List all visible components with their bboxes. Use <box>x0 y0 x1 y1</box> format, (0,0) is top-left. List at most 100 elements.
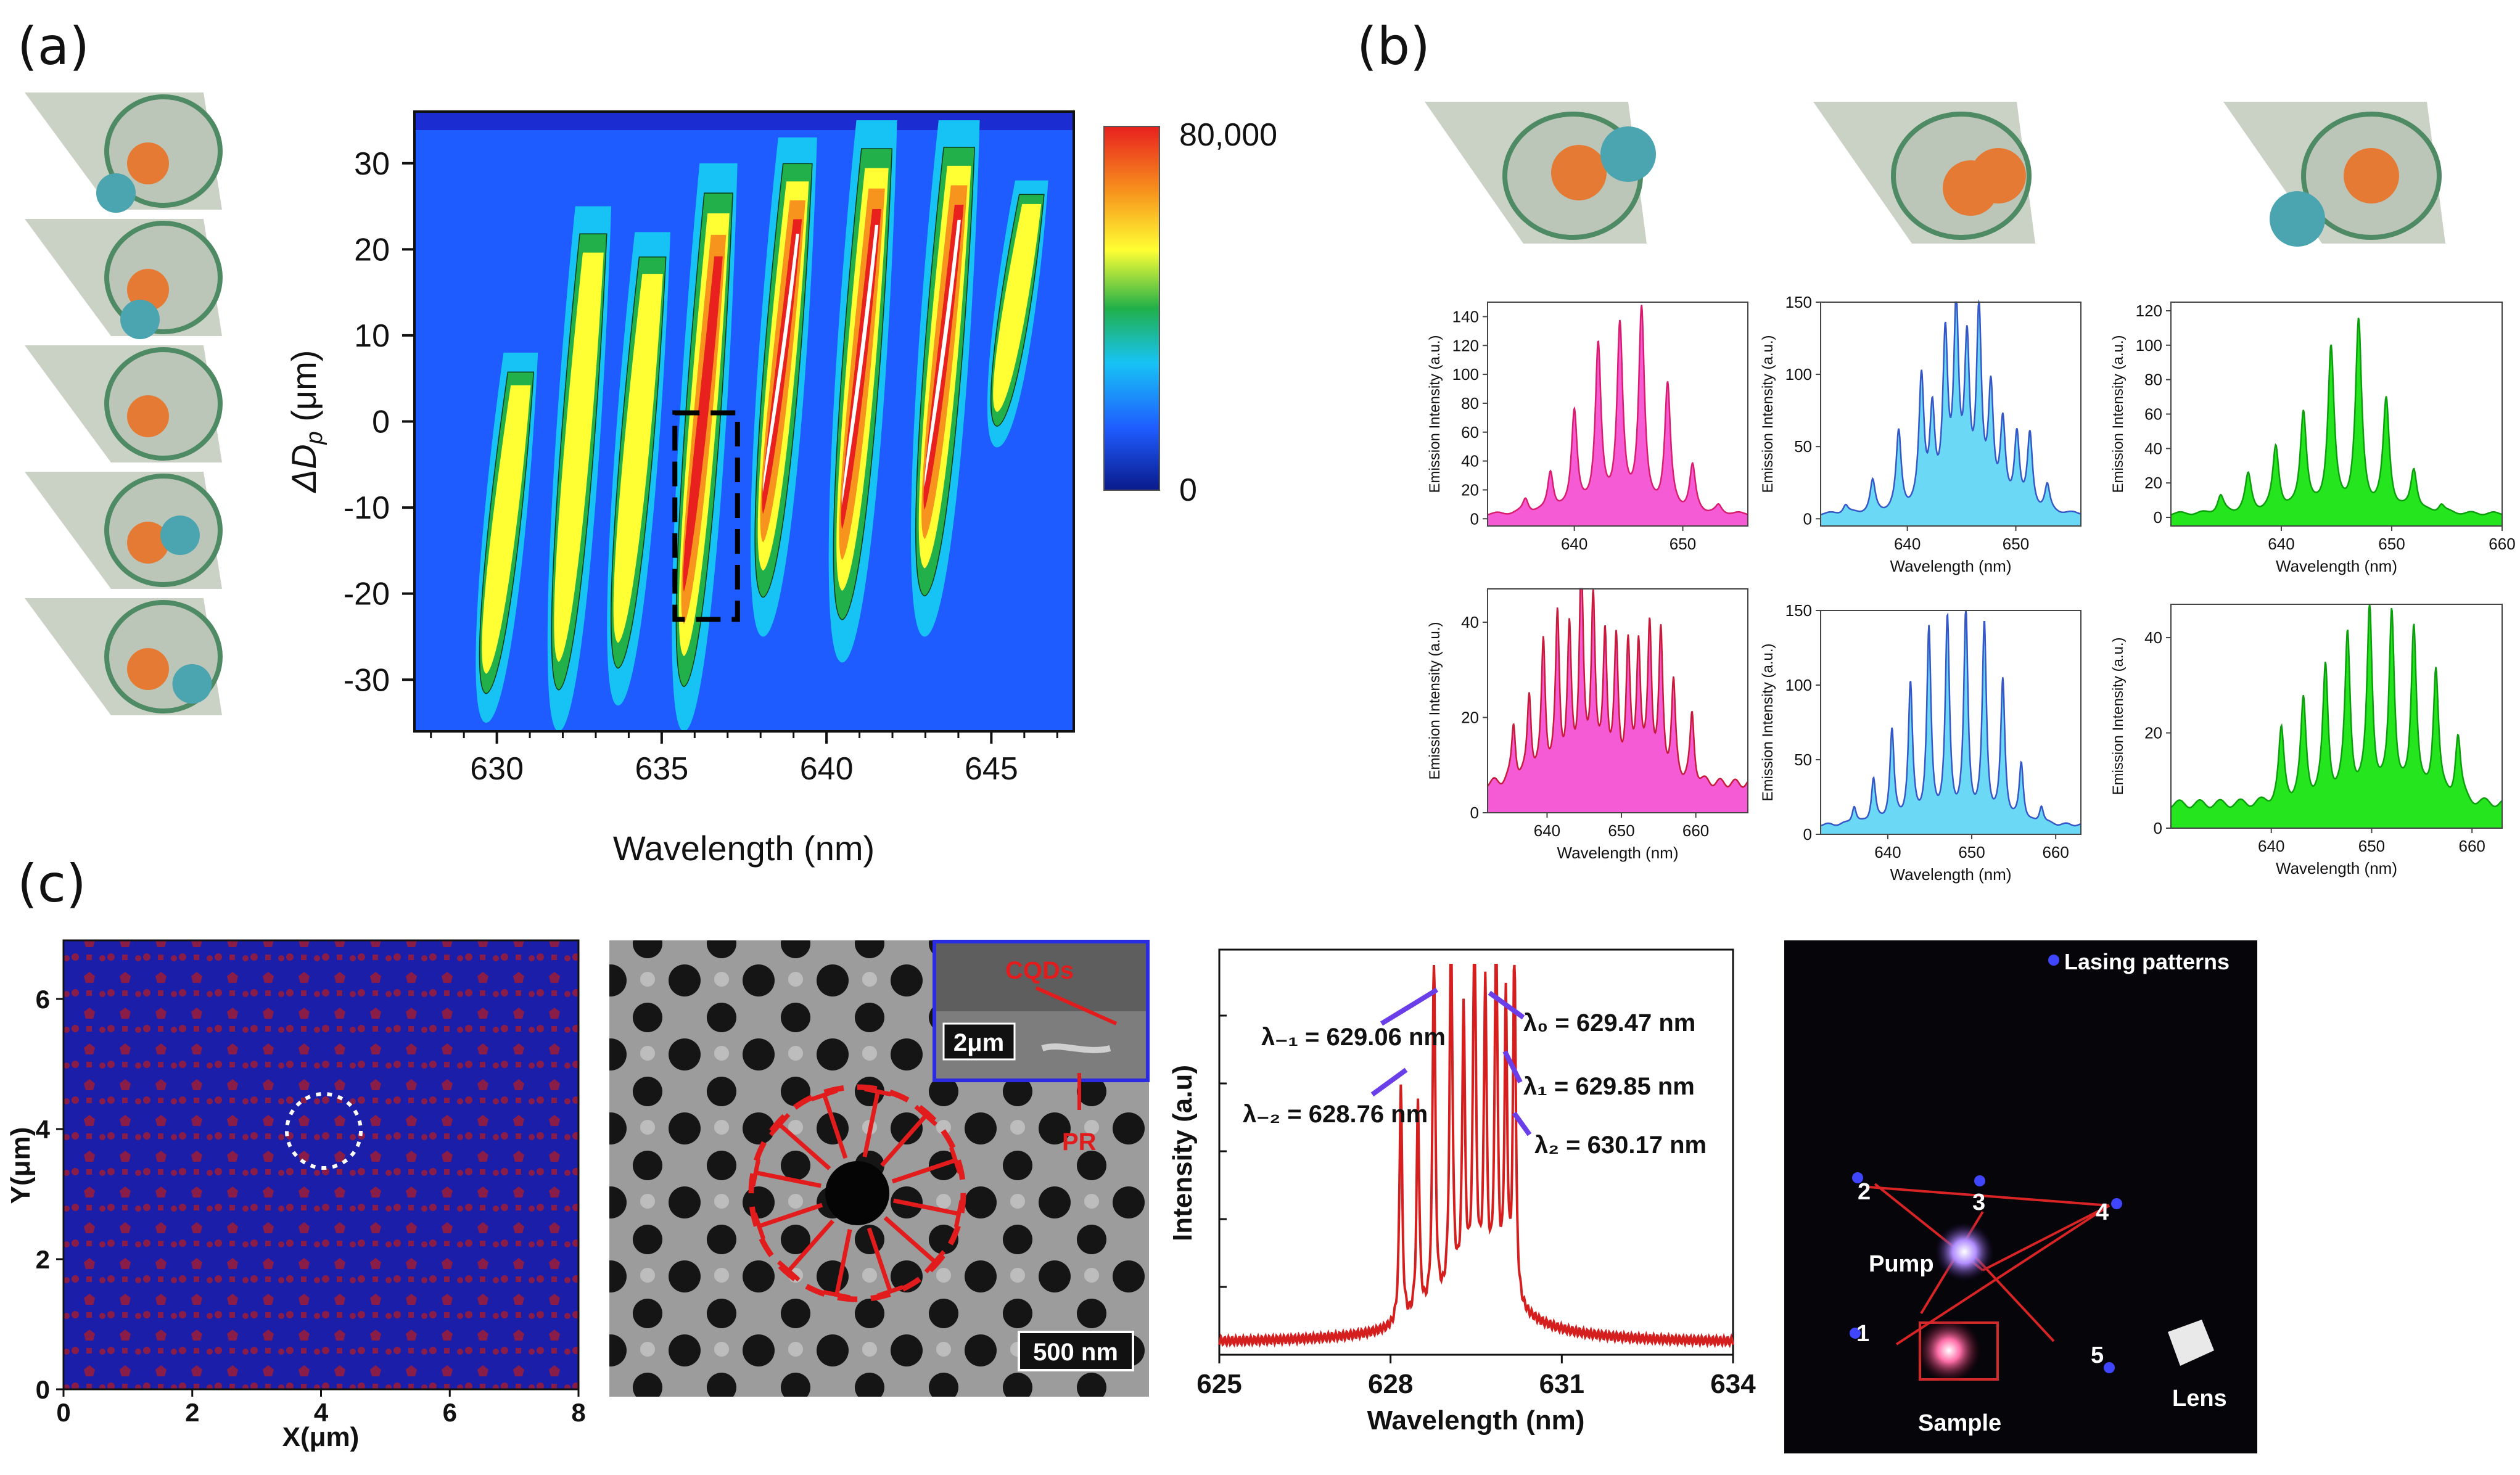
qc-ytick-label: 0 <box>36 1375 50 1404</box>
droplet-fixed <box>127 648 169 690</box>
colorbar-min: 0 <box>1179 472 1197 508</box>
spectrum-ytick-label: 60 <box>2144 405 2162 424</box>
sem-spoke <box>758 1202 823 1228</box>
qc-xtick-label: 2 <box>185 1398 199 1427</box>
spectrum-ytick-label: 20 <box>2144 474 2162 492</box>
spectrum-line <box>2170 318 2503 516</box>
spectrum-plot-2: 0 50 100 150 640 650 Emission Intensity (a.u.)… <box>1760 293 2081 575</box>
spectrum-ytick-label: 0 <box>2154 819 2162 837</box>
schematic-4 <box>25 472 223 589</box>
mode-layer <box>613 274 663 643</box>
sem-spoke <box>787 1219 834 1273</box>
heatmap-ytick-label: 10 <box>354 318 390 354</box>
heatmap-xtick-label: 630 <box>470 751 524 787</box>
colorbar-bar <box>1103 126 1160 491</box>
config-schematic-2 <box>1813 102 2035 244</box>
sem-inset-scalebox <box>942 1022 1016 1061</box>
sem-spoke-cap <box>810 1088 838 1102</box>
qc-xtick-label: 0 <box>56 1398 70 1427</box>
spectrum-xlabel: Wavelength (nm) <box>2276 859 2397 877</box>
heatmap-xtick-label: 645 <box>965 751 1018 787</box>
sem-spoke-cap <box>924 1250 946 1274</box>
photo-n3: 3 <box>1972 1189 1985 1215</box>
droplet <box>2270 191 2325 247</box>
droplet <box>2344 148 2399 203</box>
spectrum-ytick-label: 50 <box>1794 750 1812 769</box>
ann-arrows <box>1370 987 1532 1136</box>
spectrum-ytick-label: 100 <box>1785 365 1812 384</box>
spectrum-ytick-label: 20 <box>1461 480 1479 499</box>
lasing-dots <box>1850 955 2122 1373</box>
panel-label-c: (c) <box>17 853 86 914</box>
mode-streak-1 <box>476 352 538 723</box>
spec-line <box>1218 964 1734 1349</box>
sem-pr-label: PR <box>1062 1128 1097 1156</box>
spectrum-ytick-label: 0 <box>1803 509 1812 528</box>
spectrum-ytick-label: 150 <box>1785 293 1812 311</box>
heatmap-ytick-label: -30 <box>344 662 390 698</box>
spectrum-area <box>1821 302 2081 526</box>
arrow-l2 <box>1512 1111 1532 1136</box>
droplet-configuration-schematics <box>1425 102 2445 247</box>
sem-center-hole <box>825 1161 889 1225</box>
sem-scalebox <box>1018 1331 1134 1371</box>
photo-n5: 5 <box>2091 1342 2104 1368</box>
spec-ylabel: Intensity (a.u) <box>1167 1065 1198 1241</box>
spectrum-ylabel: Emission Intensity (a.u.) <box>1760 335 1776 493</box>
spectrum-area <box>1821 610 2081 834</box>
qc-ytick-label: 6 <box>36 985 50 1014</box>
ann-lambda-2: λ₂ = 630.17 nm <box>1534 1132 1707 1159</box>
spec-xtick-label: 625 <box>1196 1369 1241 1399</box>
spectrum-ytick-label: 0 <box>2154 508 2162 527</box>
panel-label-b: (b) <box>1357 16 1430 76</box>
spectrum-plot-6: 0 20 40 640 650 660 Emission Intensity (a.u.) W… <box>2110 604 2503 877</box>
spectrum-ytick-label: 50 <box>1794 437 1812 456</box>
spectrum-ytick-label: 120 <box>2136 302 2162 320</box>
qc-ytick-label: 2 <box>36 1245 50 1274</box>
center-circle <box>285 1092 363 1170</box>
sem-spoke-cap <box>768 1112 791 1136</box>
photo-lens: Lens <box>2172 1386 2227 1411</box>
sem-scale: 500 nm <box>1033 1339 1118 1366</box>
mode-streak-7 <box>911 120 980 637</box>
spectrum-plot-3: 0 20 40 60 80 100 120 640 650 660 Emission Intensi… <box>2110 302 2516 575</box>
spectrum-ytick-label: 150 <box>1785 601 1812 620</box>
spectrum-ytick-label: 80 <box>2144 371 2162 389</box>
spectrum-area <box>2171 604 2502 828</box>
photo-pump: Pump <box>1869 1251 1934 1277</box>
spectrum-ytick-label: 0 <box>1803 825 1812 844</box>
mode-streak-3 <box>607 232 670 706</box>
spectrum-ytick-label: 100 <box>1452 365 1479 384</box>
highlight-box <box>672 410 740 622</box>
spectrum-area <box>1488 589 1748 813</box>
sem-spoke <box>862 1091 880 1157</box>
sem-spokes <box>751 1087 964 1300</box>
droplet-moving <box>128 396 168 436</box>
spec-xlabel: Wavelength (nm) <box>1367 1405 1585 1436</box>
droplet-position-schematics <box>25 92 223 715</box>
panel-label-a: (a) <box>17 16 89 76</box>
spectrum-xtick-label: 640 <box>1534 821 1560 840</box>
arrow-l0 <box>1488 990 1525 1020</box>
sem-spoke-cap <box>953 1200 964 1228</box>
spectrum-line <box>2170 604 2503 809</box>
spectrum-xtick-label: 640 <box>2268 535 2294 553</box>
droplet-moving <box>160 516 200 555</box>
droplet-moving <box>120 300 160 339</box>
photo-n1: 1 <box>1856 1321 1869 1347</box>
sem-spoke <box>867 1227 892 1292</box>
spectrum-line <box>1487 588 1749 788</box>
heatmap-ytick-label: 20 <box>354 232 390 268</box>
sem-spoke-cap <box>752 1212 766 1240</box>
spectrum-frame <box>1487 302 1748 527</box>
schematic-1 <box>25 92 223 213</box>
spectrum-ylabel: Emission Intensity (a.u.) <box>2110 637 2127 795</box>
qc-xtick-label: 4 <box>314 1398 329 1427</box>
spectrum-plot-4: 0 20 40 640 650 660 Emission Intensity (a.u.) W… <box>1427 588 1749 862</box>
spectrum-xtick-label: 650 <box>1958 843 1985 861</box>
quasicrystal-pattern-plot: 0 2 4 6 8 0 2 4 6 X(μm) Y(μm) <box>6 939 586 1452</box>
sem-spoke-cap <box>914 1104 938 1127</box>
spectrum-xtick-label: 650 <box>1670 535 1696 553</box>
spectrum-xtick-label: 650 <box>2378 535 2405 553</box>
